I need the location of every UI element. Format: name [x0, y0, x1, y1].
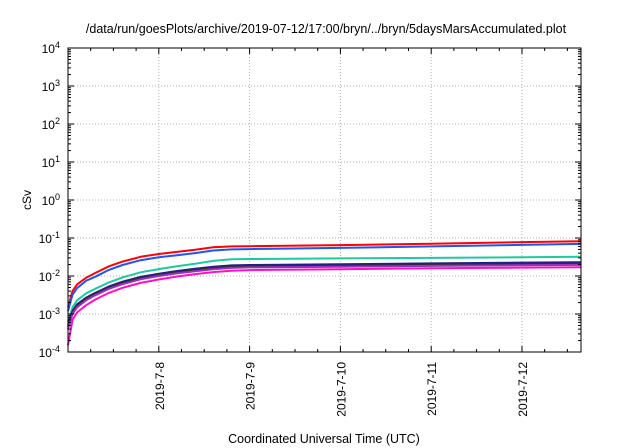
- chart-title: /data/run/goesPlots/archive/2019-07-12/1…: [86, 22, 567, 36]
- series-line-5: [67, 262, 582, 328]
- y-tick-label: 10-1: [39, 230, 60, 246]
- y-tick-label: 100: [42, 192, 60, 208]
- y-tick-label: 104: [42, 40, 60, 56]
- y-tick-label: 101: [42, 154, 60, 170]
- x-axis-label: Coordinated Universal Time (UTC): [228, 432, 420, 446]
- y-tick-label: 10-3: [39, 306, 60, 322]
- x-tick-labels: 2019-7-8 2019-7-9 2019-7-10 2019-7-11 2019-7…: [153, 362, 530, 417]
- series-group: [67, 240, 582, 346]
- x-tick-label: 2019-7-10: [334, 362, 348, 417]
- axis-ticks: [68, 47, 581, 353]
- series-line-3: [67, 255, 582, 323]
- grid: [68, 48, 581, 352]
- x-tick-label: 2019-7-11: [425, 362, 439, 416]
- x-tick-label: 2019-7-12: [516, 362, 530, 417]
- x-tick-label: 2019-7-9: [244, 362, 258, 410]
- series-line-6: [67, 263, 582, 330]
- y-tick-label: 10-4: [39, 344, 60, 360]
- series-line-2: [67, 242, 582, 312]
- x-tick-label: 2019-7-8: [153, 362, 167, 410]
- series-line-1: [67, 240, 582, 308]
- plot-frame: [67, 47, 582, 353]
- y-axis-label: cSv: [20, 190, 34, 210]
- y-tick-labels: 10-4 10-3 10-2 10-1 100 101 102 103 104: [39, 40, 60, 360]
- series-line-7: [67, 266, 582, 346]
- series-line-4: [67, 261, 582, 326]
- y-tick-label: 102: [42, 116, 60, 132]
- y-tick-label: 10-2: [39, 268, 60, 284]
- y-tick-label: 103: [42, 78, 60, 94]
